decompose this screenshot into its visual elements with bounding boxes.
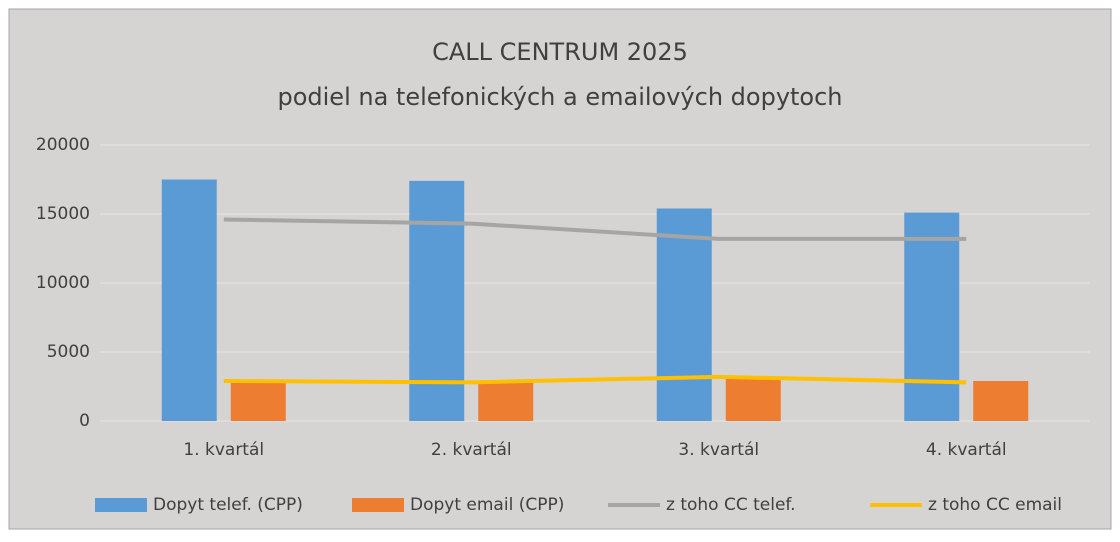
- chart-subtitle: podiel na telefonických a emailových dop…: [277, 83, 842, 111]
- legend-label: Dopyt telef. (CPP): [153, 495, 303, 515]
- legend-swatch: [352, 498, 404, 512]
- bar: [230, 380, 286, 421]
- bar: [904, 212, 960, 421]
- legend-label: Dopyt email (CPP): [410, 495, 564, 515]
- y-tick-label: 5000: [47, 342, 90, 362]
- bar: [409, 180, 465, 421]
- legend-label: z toho CC email: [928, 495, 1062, 515]
- bar: [478, 382, 534, 421]
- bar: [656, 208, 712, 421]
- bar: [973, 380, 1029, 421]
- x-tick-label: 3. kvartál: [678, 440, 759, 460]
- legend-swatch: [95, 498, 147, 512]
- legend-label: z toho CC telef.: [666, 495, 796, 515]
- y-tick-label: 0: [79, 411, 90, 431]
- line-series: [223, 217, 967, 241]
- y-tick-label: 15000: [36, 204, 90, 224]
- y-tick-label: 10000: [36, 273, 90, 293]
- x-tick-label: 2. kvartál: [431, 440, 512, 460]
- y-tick-label: 20000: [36, 135, 90, 155]
- x-tick-label: 1. kvartál: [183, 440, 264, 460]
- x-tick-label: 4. kvartál: [926, 440, 1007, 460]
- chart-title: CALL CENTRUM 2025: [432, 38, 688, 66]
- bar: [161, 179, 217, 421]
- bar: [725, 378, 781, 421]
- line-series: [223, 374, 967, 385]
